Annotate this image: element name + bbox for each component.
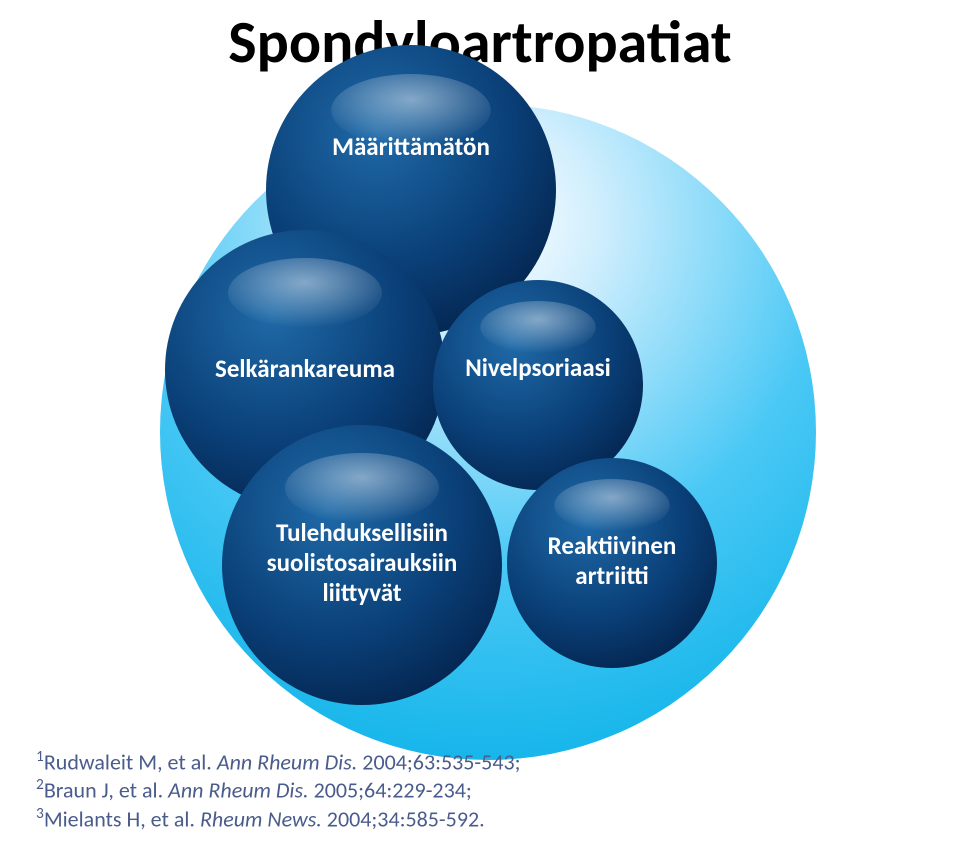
reference-journal: Ann Rheum Dis. — [168, 777, 308, 804]
reference-citation: 2005;64:229-234; — [309, 777, 472, 804]
references-block: 1Rudwaleit M, et al. Ann Rheum Dis. 2004… — [36, 747, 521, 833]
reference-journal: Rheum News. — [200, 806, 322, 833]
bubble-label-as: Selkärankareuma — [215, 353, 395, 384]
reference-line: 1Rudwaleit M, et al. Ann Rheum Dis. 2004… — [36, 747, 521, 776]
reference-line: 3Mielants H, et al. Rheum News. 2004;34:… — [36, 804, 521, 833]
bubble-rea: Reaktiivinenartriitti — [507, 458, 717, 668]
stage: Spondyloartropatiat MäärittämätönSelkära… — [0, 0, 960, 851]
bubble-label-psa: Nivelpsoriaasi — [465, 352, 610, 383]
reference-line: 2Braun J, et al. Ann Rheum Dis. 2005;64:… — [36, 775, 521, 804]
reference-authors: Braun J, et al. — [44, 777, 168, 804]
reference-authors: Mielants H, et al. — [44, 806, 200, 833]
reference-sup: 3 — [36, 804, 44, 823]
reference-citation: 2004;34:585-592. — [322, 806, 485, 833]
reference-authors: Rudwaleit M, et al. — [44, 748, 217, 775]
reference-sup: 2 — [36, 775, 44, 794]
bubble-ibd: Tulehduksellisiinsuolistosairauksiinliit… — [222, 425, 502, 705]
venn-diagram: Määrittämätön Selkärankareuma Nivelpsoriaa… — [0, 0, 960, 851]
reference-sup: 1 — [36, 747, 44, 766]
reference-citation: 2004;63:535-543; — [357, 748, 520, 775]
reference-journal: Ann Rheum Dis. — [217, 748, 357, 775]
bubble-label-undiff: Määrittämätön — [332, 131, 490, 162]
